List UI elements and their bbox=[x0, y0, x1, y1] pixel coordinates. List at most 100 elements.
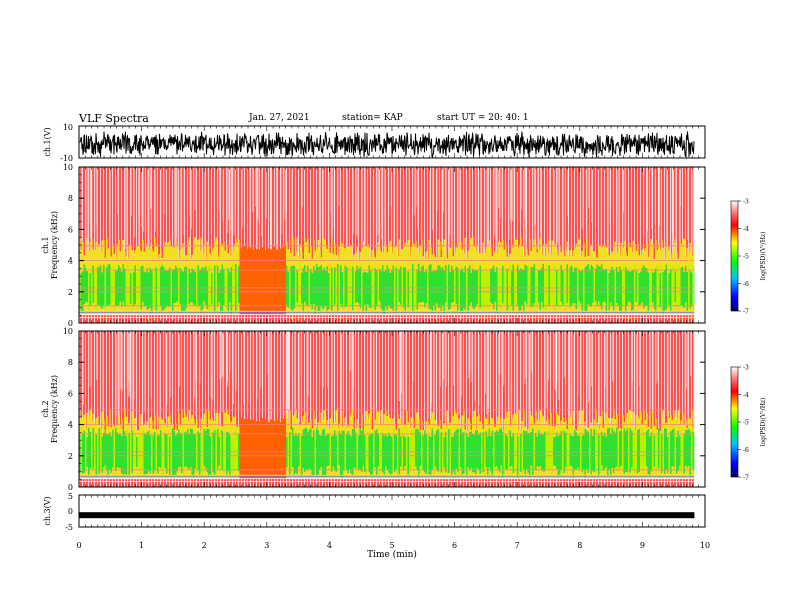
spec-green-col bbox=[581, 270, 584, 311]
spec-green-col bbox=[367, 273, 369, 305]
spec-streak bbox=[567, 167, 569, 216]
spec-green-col bbox=[406, 428, 408, 471]
spec-green-col bbox=[494, 431, 497, 467]
spec-streak bbox=[540, 167, 541, 239]
spec-green-col bbox=[88, 427, 90, 475]
spec-streak bbox=[280, 167, 281, 275]
spec-green-col bbox=[596, 428, 599, 466]
spec-green-col bbox=[101, 272, 104, 309]
spec-green-col bbox=[79, 434, 81, 474]
spec-streak bbox=[242, 167, 243, 228]
spec-green-col bbox=[121, 436, 123, 474]
spec-streak bbox=[143, 331, 145, 412]
spec-streak bbox=[680, 167, 681, 207]
spec-yellow-col bbox=[260, 418, 263, 480]
spec-green-col bbox=[683, 433, 686, 474]
spec-green-col bbox=[187, 429, 189, 469]
spec-green-col bbox=[92, 428, 95, 469]
spec-green-col bbox=[559, 271, 561, 308]
spec-streak bbox=[546, 331, 548, 409]
spec-streak bbox=[610, 331, 612, 434]
spec-green-col bbox=[136, 272, 138, 302]
spec-green-col bbox=[674, 435, 677, 472]
spec-streak bbox=[393, 167, 394, 253]
figure-title: VLF Spectra bbox=[79, 112, 149, 125]
spec-green-col bbox=[613, 270, 615, 311]
spec-streak bbox=[252, 331, 254, 397]
spec-green-col bbox=[395, 267, 398, 312]
spec-green-col bbox=[680, 267, 683, 306]
spec-green-col bbox=[362, 428, 365, 466]
spec-green-col bbox=[634, 429, 636, 476]
spec-streak bbox=[516, 331, 517, 426]
spec-green-col bbox=[515, 267, 518, 307]
spec-streak bbox=[141, 167, 142, 227]
spec-streak bbox=[554, 331, 556, 389]
spec-green-col bbox=[316, 263, 318, 306]
spec-green-col bbox=[392, 429, 395, 473]
spec-green-col bbox=[221, 264, 224, 314]
ch2-spectrogram-panel: 0 2 4 6 8 10 ch.2 Frequency (kHz) bbox=[41, 327, 706, 492]
spec-green-col bbox=[485, 268, 488, 306]
spec-green-col bbox=[133, 272, 135, 306]
spec-green-col bbox=[641, 429, 644, 470]
spec-green-col bbox=[104, 267, 107, 312]
spec-green-col bbox=[461, 432, 464, 476]
spec-green-col bbox=[157, 269, 159, 311]
spec-streak bbox=[338, 167, 340, 207]
spec-yellow-col bbox=[265, 420, 267, 480]
spec-yellow-col bbox=[262, 417, 264, 480]
spec-streak bbox=[199, 331, 201, 383]
spec-streak bbox=[569, 331, 570, 420]
spec-streak bbox=[652, 167, 653, 253]
spec-streak bbox=[96, 331, 97, 380]
spec-streak bbox=[126, 167, 127, 260]
x-tick-label: 0 bbox=[76, 541, 81, 550]
spec-green-col bbox=[391, 436, 393, 474]
spec-streak bbox=[150, 331, 152, 398]
spec-streak bbox=[402, 331, 403, 437]
spec-green-col bbox=[328, 273, 330, 310]
spec-green-col bbox=[488, 428, 491, 468]
spec-green-col bbox=[646, 431, 648, 467]
spec-yellow-col bbox=[283, 418, 285, 480]
spec-streak bbox=[277, 331, 278, 395]
spec-green-col bbox=[688, 428, 690, 466]
spec-green-col bbox=[448, 429, 450, 474]
spec-streak bbox=[569, 331, 571, 445]
spec-green-col bbox=[145, 433, 147, 475]
spec-streak bbox=[540, 167, 542, 233]
spec-streak bbox=[322, 331, 324, 387]
spec-streak bbox=[271, 331, 272, 431]
spec-green-col bbox=[533, 264, 536, 304]
spec-green-col bbox=[436, 430, 438, 470]
spec-green-col bbox=[428, 265, 431, 309]
spec-green-col bbox=[542, 264, 545, 308]
spec-green-col bbox=[463, 432, 465, 474]
spec-green-col bbox=[215, 264, 218, 303]
spec-green-col bbox=[164, 269, 167, 309]
spec-green-col bbox=[179, 267, 182, 305]
spec-streak bbox=[591, 331, 592, 387]
spec-streak bbox=[659, 167, 660, 226]
spec-green-col bbox=[662, 272, 665, 314]
spec-green-col bbox=[590, 264, 593, 307]
spec-green-col bbox=[164, 433, 167, 468]
spec-green-col bbox=[460, 270, 462, 313]
spec-streak bbox=[347, 167, 348, 279]
spec-yellow-col bbox=[239, 418, 242, 480]
spec-streak bbox=[391, 167, 392, 207]
spec-green-col bbox=[368, 435, 371, 472]
spec-streak bbox=[520, 331, 522, 441]
spec-green-col bbox=[508, 429, 510, 467]
spec-green-col bbox=[499, 429, 501, 473]
spec-green-col bbox=[289, 432, 291, 476]
spec-streak bbox=[334, 167, 335, 274]
spec-streak bbox=[606, 331, 607, 417]
spec-green-col bbox=[682, 266, 684, 307]
spec-green-col bbox=[175, 265, 177, 303]
spec-green-col bbox=[173, 431, 176, 477]
spec-green-col bbox=[374, 268, 377, 310]
spec-green-col bbox=[152, 268, 155, 310]
spec-green-col bbox=[233, 270, 236, 303]
